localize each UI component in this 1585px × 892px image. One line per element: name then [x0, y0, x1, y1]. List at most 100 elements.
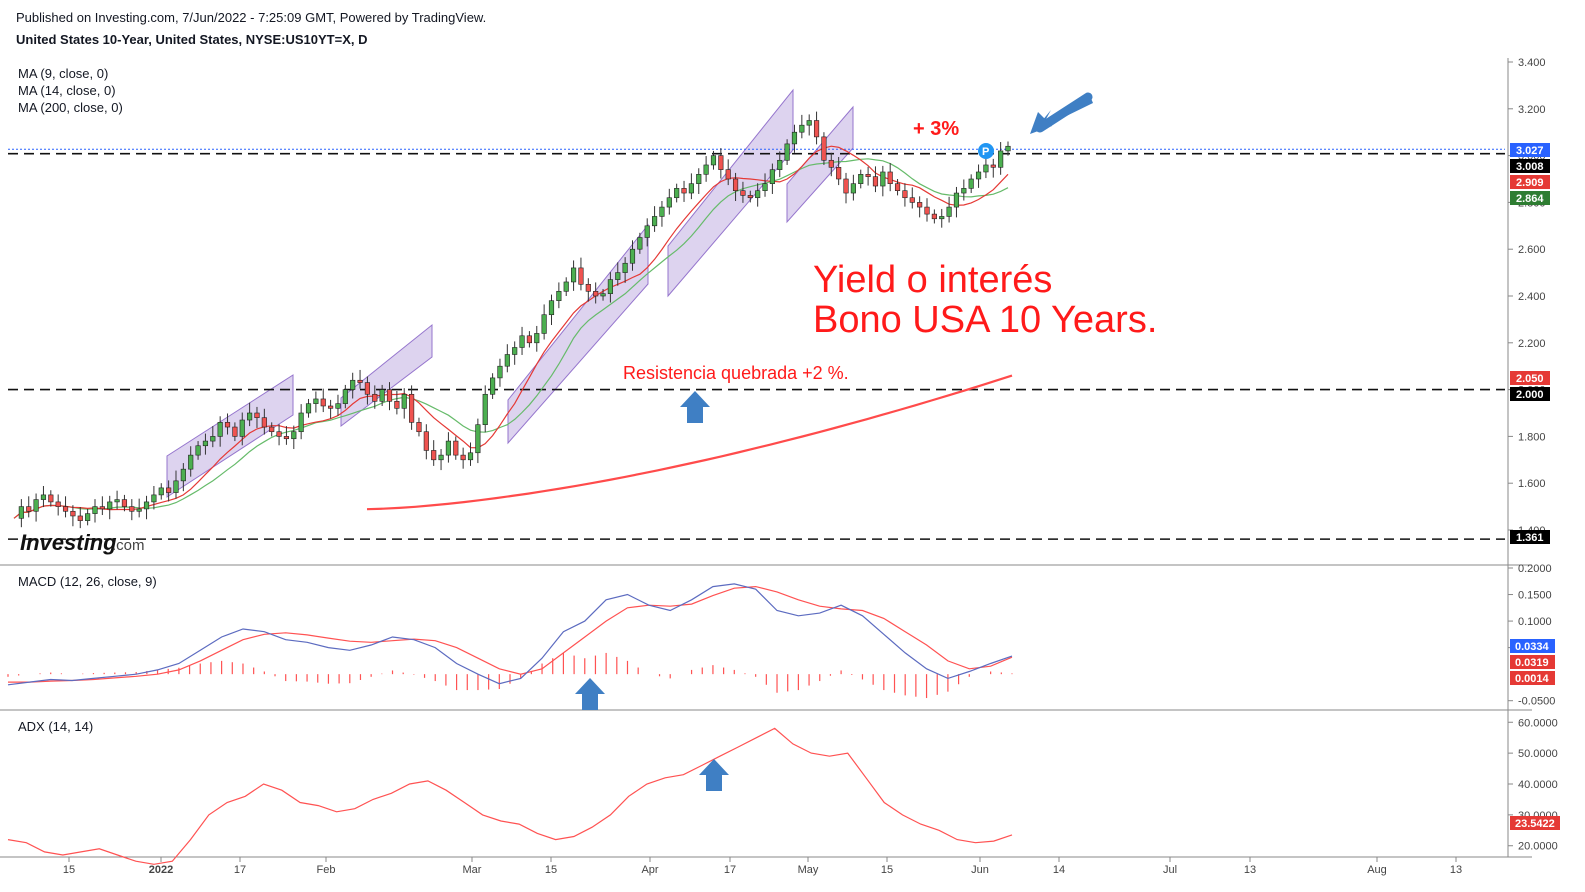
- candle-body: [924, 206, 930, 215]
- time-tick-label: 17: [724, 864, 736, 876]
- candle-body: [180, 468, 186, 482]
- moving-averages: [13, 145, 1013, 519]
- candle-body: [48, 494, 54, 503]
- up-arrow-icon: [575, 678, 605, 710]
- candle-body: [173, 480, 179, 493]
- price-label-box: [1510, 530, 1550, 544]
- price-tick-label: 2.200: [1518, 338, 1546, 350]
- candle-body: [666, 197, 672, 208]
- candle-body: [33, 499, 39, 512]
- price-tick-label: 1.800: [1518, 431, 1546, 443]
- candle-body: [578, 267, 584, 285]
- candle-body: [843, 178, 849, 194]
- annotation-title-line1: Yield o interés: [813, 259, 1052, 301]
- price-label-box: [1510, 371, 1550, 385]
- candle-body: [136, 508, 142, 512]
- candles: [18, 111, 1011, 529]
- legend-ma14[interactable]: MA (14, close, 0): [18, 83, 116, 98]
- candle-body: [26, 506, 32, 512]
- annotation-resistance: Resistencia quebrada +2 %.: [623, 363, 849, 383]
- trend-channel: [340, 323, 433, 428]
- price-label-text: 2.000: [1516, 389, 1544, 401]
- candle-body: [460, 454, 466, 461]
- candle-body: [622, 262, 628, 273]
- p-marker-icon[interactable]: [978, 143, 994, 159]
- candle-body: [62, 506, 69, 512]
- price-tick-label: 1.600: [1518, 478, 1546, 490]
- candle-body: [269, 426, 275, 433]
- candle-body: [143, 501, 150, 510]
- adx-tick-label: 20.0000: [1518, 841, 1558, 853]
- time-tick-label: 17: [234, 864, 246, 876]
- adx-legend[interactable]: ADX (14, 14): [18, 719, 94, 734]
- macd-value-text: 0.0014: [1515, 673, 1550, 685]
- candle-body: [121, 499, 128, 507]
- candle-body: [40, 494, 47, 500]
- ma9-line: [13, 145, 1009, 519]
- legend-ma200[interactable]: MA (200, close, 0): [18, 100, 123, 115]
- price-tick-label: 2.600: [1518, 244, 1546, 256]
- candle-body: [254, 412, 260, 418]
- candle-body: [431, 450, 437, 461]
- candle-body: [210, 436, 216, 442]
- price-label-text: 1.361: [1516, 532, 1544, 544]
- macd-legend[interactable]: MACD (12, 26, close, 9): [18, 574, 157, 589]
- time-tick-label: Jul: [1163, 864, 1177, 876]
- macd-value-box: [1510, 671, 1555, 685]
- price-tick-label: 2.400: [1518, 291, 1546, 303]
- time-axis[interactable]: 15 2022 17 Feb Mar 15 Apr 17 May 15 Jun 14 Jul 13 Aug 1…: [63, 857, 1462, 876]
- adx-value-box: [1510, 816, 1560, 830]
- candle-body: [865, 174, 871, 177]
- down-left-arrow-icon: [1030, 92, 1093, 134]
- candle-body: [261, 417, 267, 428]
- price-label-text: 2.864: [1516, 193, 1544, 205]
- candle-body: [320, 398, 326, 407]
- adx-value-text: 23.5422: [1515, 818, 1555, 830]
- time-tick-label: Jun: [971, 864, 989, 876]
- time-tick-label: 15: [545, 864, 557, 876]
- candle-body: [836, 167, 842, 180]
- time-tick-label: 14: [1053, 864, 1065, 876]
- candle-body: [350, 379, 356, 390]
- candle-body: [99, 506, 105, 510]
- time-tick-label: Mar: [463, 864, 482, 876]
- macd-axis[interactable]: 0.20000.15000.10000.0500-0.05000.03340.0…: [1508, 563, 1555, 708]
- candle-body: [688, 183, 694, 194]
- adx-pane: [7, 727, 1013, 865]
- macd-tick-label: 0.1000: [1518, 616, 1552, 628]
- candle-body: [681, 188, 687, 194]
- candle-body: [409, 393, 415, 423]
- candle-body: [762, 183, 768, 191]
- candle-body: [659, 206, 665, 217]
- time-tick-label: 2022: [149, 864, 173, 876]
- candle-body: [548, 300, 555, 316]
- candle-body: [217, 422, 223, 437]
- annotation-title-line2: Bono USA 10 Years.: [813, 299, 1157, 341]
- candle-body: [600, 293, 606, 297]
- candle-body: [342, 389, 348, 404]
- price-label-box: [1510, 159, 1550, 173]
- legend-ma9[interactable]: MA (9, close, 0): [18, 66, 109, 81]
- price-label-box: [1510, 387, 1550, 401]
- price-axis[interactable]: 3.4003.2003.0002.8002.6002.4002.2002.000…: [1508, 57, 1546, 537]
- candle-body: [696, 174, 702, 184]
- adx-axis[interactable]: 60.000050.000040.000030.000020.000023.54…: [1508, 717, 1560, 853]
- candle-body: [85, 513, 91, 521]
- candle-body: [674, 188, 680, 199]
- candle-body: [453, 440, 459, 456]
- candle-body: [644, 225, 650, 238]
- macd-tick-label: 0.2000: [1518, 563, 1552, 575]
- macd-pane: [7, 583, 1013, 699]
- candle-body: [129, 506, 135, 512]
- macd-line: [7, 583, 1013, 686]
- candle-body: [593, 291, 599, 297]
- candle-body: [651, 216, 658, 227]
- candle-body: [335, 403, 341, 409]
- candle-body: [968, 178, 974, 189]
- candle-body: [416, 422, 422, 433]
- macd-value-text: 0.0334: [1515, 641, 1550, 653]
- trend-channel: [507, 223, 649, 445]
- candle-body: [151, 494, 157, 503]
- candle-body: [747, 195, 753, 199]
